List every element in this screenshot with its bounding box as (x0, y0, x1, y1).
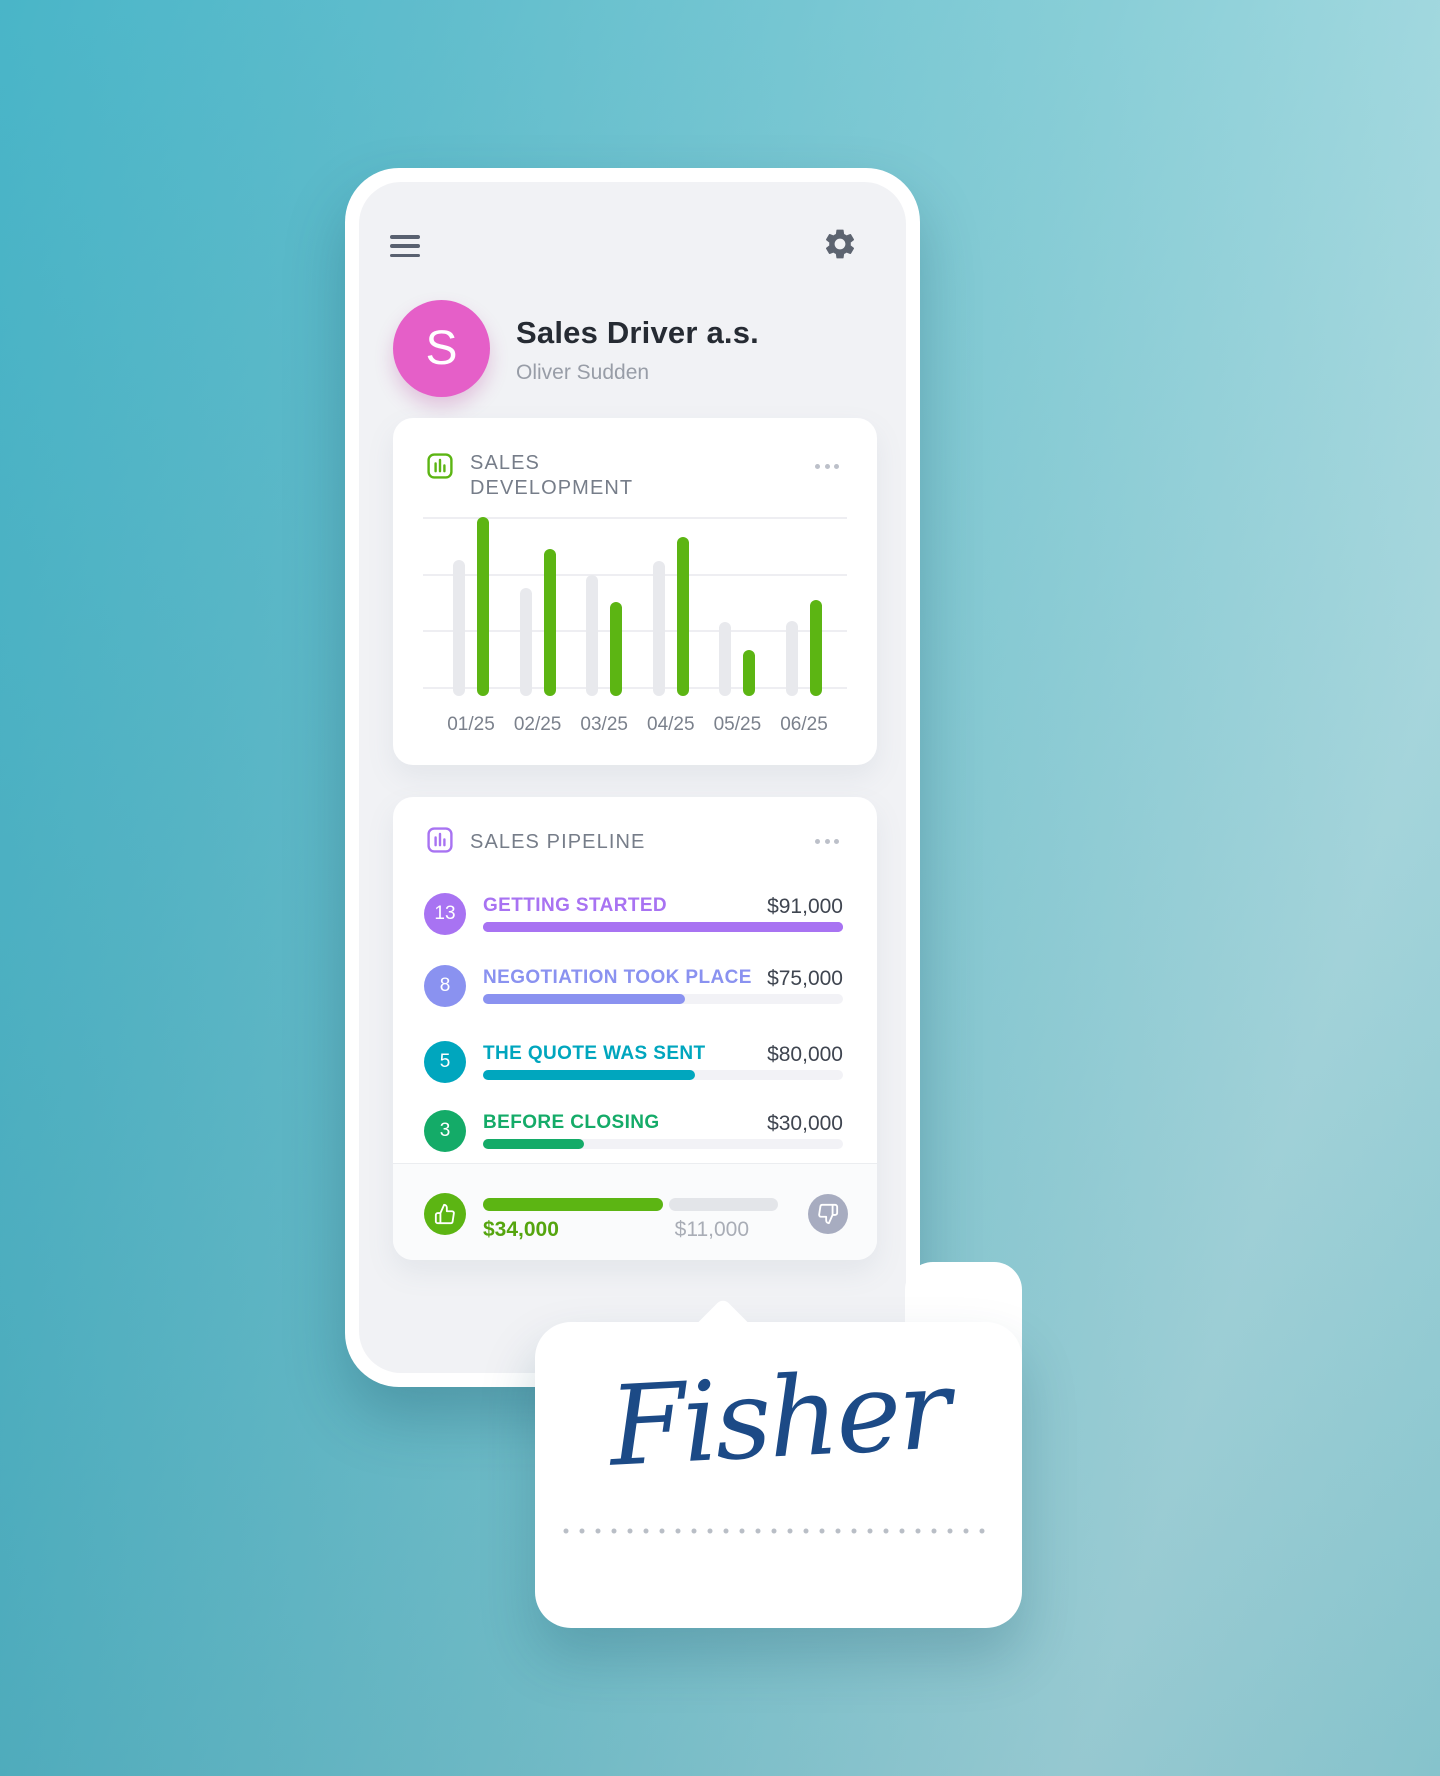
stage-value: $75,000 (767, 967, 843, 990)
chart-gridline (423, 517, 847, 519)
thumbs-down-button[interactable] (808, 1194, 848, 1234)
stage-label: NEGOTIATION TOOK PLACE (483, 967, 752, 988)
x-axis-label: 03/25 (580, 714, 628, 735)
stage-value: $91,000 (767, 895, 843, 918)
bar-previous-period-05/25 (719, 622, 732, 696)
gear-icon[interactable] (822, 226, 858, 262)
x-axis-label: 05/25 (713, 714, 762, 735)
phone-mockup: S Sales Driver a.s. Oliver Sudden SALES … (345, 168, 920, 1387)
avatar-letter: S (425, 322, 458, 375)
sales-development-card: SALES DEVELOPMENT 01/25 02/25 03/25 04/25 05… (393, 418, 877, 765)
stage-value: $80,000 (767, 1043, 843, 1066)
stage-label: BEFORE CLOSING (483, 1112, 660, 1133)
stage-count-badge: 8 (424, 965, 466, 1007)
won-amount-bar (483, 1198, 663, 1211)
pipeline-stage-getting-started[interactable]: 13 GETTING STARTED $91,000 (393, 893, 877, 955)
bar-current-period-04/25 (676, 537, 689, 696)
company-name: Sales Driver a.s. (516, 315, 759, 350)
stage-count-badge: 5 (424, 1041, 466, 1083)
stage-count-badge: 3 (424, 1110, 466, 1152)
stage-progress-fill (483, 994, 685, 1004)
stage-progress-track (483, 1139, 843, 1149)
pipeline-stage-quote-sent[interactable]: 5 THE QUOTE WAS SENT $80,000 (393, 1041, 877, 1103)
stage-progress-track (483, 994, 843, 1004)
bar-current-period-06/25 (810, 600, 822, 696)
stage-label: THE QUOTE WAS SENT (483, 1043, 706, 1064)
pipeline-stage-negotiation[interactable]: 8 NEGOTIATION TOOK PLACE $75,000 (393, 965, 877, 1027)
stage-progress-track (483, 1070, 843, 1080)
stage-progress-fill (483, 922, 843, 932)
chart-gridline (423, 630, 847, 632)
bar-previous-period-06/25 (786, 620, 798, 696)
bar-previous-period-03/25 (586, 574, 599, 696)
bar-current-period-02/25 (543, 549, 556, 696)
sales-pipeline-card: SALES PIPELINE 13 GETTING STARTED $91,00… (393, 797, 877, 1260)
chart-gridline (423, 574, 847, 576)
avatar[interactable]: S (393, 300, 490, 397)
bar-previous-period-04/25 (652, 561, 665, 696)
stage-progress-fill (483, 1070, 696, 1080)
signature-text: Fisher (606, 1345, 951, 1491)
bar-previous-period-02/25 (519, 588, 532, 696)
pipeline-chart-icon (427, 827, 453, 853)
chart-gridline (423, 687, 847, 689)
pipeline-summary-footer: $34,000 $11,000 (393, 1163, 877, 1260)
stage-count-badge: 13 (424, 893, 466, 935)
lost-amount: $11,000 (674, 1218, 749, 1241)
more-options-icon[interactable] (811, 460, 843, 473)
sales-development-chart: 01/25 02/25 03/25 04/25 05/25 06/25 (423, 517, 847, 735)
card-title: SALES PIPELINE (470, 831, 646, 853)
x-axis-label: 04/25 (647, 714, 695, 735)
stage-progress-fill (483, 1139, 584, 1149)
signature-dotted-line (563, 1528, 993, 1534)
bar-current-period-01/25 (477, 517, 489, 696)
thumbs-up-icon (424, 1193, 466, 1235)
app-screen: S Sales Driver a.s. Oliver Sudden SALES … (359, 182, 906, 1373)
stage-value: $30,000 (767, 1112, 843, 1135)
menu-icon[interactable] (390, 235, 420, 257)
x-axis-label: 06/25 (780, 714, 828, 735)
stage-progress-track (483, 922, 843, 932)
x-axis-label: 01/25 (447, 714, 495, 735)
signature-card: Fisher (535, 1297, 1022, 1628)
won-amount: $34,000 (483, 1218, 559, 1241)
bar-chart-icon (427, 453, 453, 479)
pipeline-stage-before-closing[interactable]: 3 BEFORE CLOSING $30,000 (393, 1110, 877, 1172)
lost-amount-bar (669, 1198, 778, 1211)
card-title: SALES DEVELOPMENT (470, 452, 634, 499)
x-axis-label: 02/25 (513, 714, 562, 735)
contact-name: Oliver Sudden (516, 361, 650, 384)
bar-previous-period-01/25 (453, 559, 465, 696)
bar-current-period-03/25 (610, 602, 623, 696)
more-options-icon[interactable] (811, 835, 843, 848)
stage-label: GETTING STARTED (483, 895, 668, 916)
bar-current-period-05/25 (743, 649, 756, 696)
